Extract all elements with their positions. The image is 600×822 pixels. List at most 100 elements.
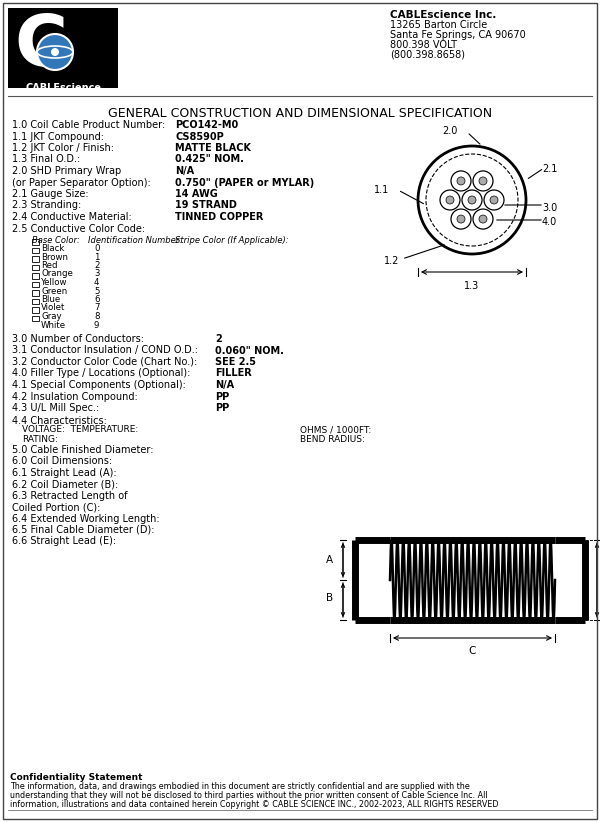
Text: Base Color:: Base Color: [32, 236, 80, 245]
Circle shape [451, 171, 471, 191]
Circle shape [468, 196, 476, 204]
Text: Brown: Brown [41, 252, 68, 261]
Bar [32, 299, 39, 304]
Text: 6.0 Coil Dimensions:: 6.0 Coil Dimensions: [12, 456, 112, 466]
Circle shape [484, 190, 504, 210]
Text: VOLTAGE:  TEMPERATURE:: VOLTAGE: TEMPERATURE: [22, 426, 138, 435]
Text: GENERAL CONSTRUCTION AND DIMENSIONAL SPECIFICATION: GENERAL CONSTRUCTION AND DIMENSIONAL SPE… [108, 107, 492, 120]
Text: PP: PP [215, 403, 229, 413]
Text: 1.3: 1.3 [464, 281, 479, 291]
Text: Confidentiality Statement: Confidentiality Statement [10, 773, 143, 782]
Text: 2: 2 [94, 261, 100, 270]
Text: Blue: Blue [41, 295, 60, 304]
Text: 9: 9 [94, 321, 100, 330]
Text: Santa Fe Springs, CA 90670: Santa Fe Springs, CA 90670 [390, 30, 526, 40]
Text: N/A: N/A [175, 166, 194, 176]
Text: 19 STRAND: 19 STRAND [175, 201, 237, 210]
Bar [32, 316, 39, 321]
Text: Yellow: Yellow [41, 278, 67, 287]
Circle shape [479, 215, 487, 223]
Text: OHMS / 1000FT:: OHMS / 1000FT: [300, 426, 371, 435]
Text: 3.2 Conductor Color Code (Chart No.):: 3.2 Conductor Color Code (Chart No.): [12, 357, 197, 367]
Text: 6.2 Coil Diameter (B):: 6.2 Coil Diameter (B): [12, 479, 118, 489]
Text: 2.0: 2.0 [442, 126, 457, 136]
Text: N/A: N/A [215, 380, 234, 390]
Text: 3: 3 [94, 270, 100, 279]
Text: 5.0 Cable Finished Diameter:: 5.0 Cable Finished Diameter: [12, 445, 154, 455]
Circle shape [473, 209, 493, 229]
Text: PCO142-M0: PCO142-M0 [175, 120, 238, 130]
Text: Identification Number:: Identification Number: [88, 236, 182, 245]
Text: 800.398 VOLT: 800.398 VOLT [390, 40, 457, 50]
Text: Orange: Orange [41, 270, 73, 279]
Text: 2.5 Conductive Color Code:: 2.5 Conductive Color Code: [12, 224, 145, 233]
Bar [32, 274, 39, 279]
Text: 13265 Barton Circle: 13265 Barton Circle [390, 20, 487, 30]
Text: 2.3 Stranding:: 2.3 Stranding: [12, 201, 81, 210]
Text: Stripe Color (If Applicable):: Stripe Color (If Applicable): [175, 236, 289, 245]
Text: 1.2 JKT Color / Finish:: 1.2 JKT Color / Finish: [12, 143, 114, 153]
Text: 4.1 Special Components (Optional):: 4.1 Special Components (Optional): [12, 380, 186, 390]
Text: 0.425" NOM.: 0.425" NOM. [175, 155, 244, 164]
Text: 6.4 Extended Working Length:: 6.4 Extended Working Length: [12, 514, 160, 524]
Circle shape [51, 48, 59, 56]
Text: 6.6 Straight Lead (E):: 6.6 Straight Lead (E): [12, 537, 116, 547]
Bar [32, 256, 39, 262]
Text: (or Paper Separator Option):: (or Paper Separator Option): [12, 178, 151, 187]
Text: Black: Black [41, 244, 64, 253]
Bar [8, 8, 118, 88]
Text: SEE 2.5: SEE 2.5 [215, 357, 256, 367]
Text: MATTE BLACK: MATTE BLACK [175, 143, 251, 153]
Circle shape [457, 215, 465, 223]
Text: PP: PP [215, 391, 229, 401]
Bar [32, 248, 39, 253]
Text: A: A [326, 555, 333, 565]
Circle shape [451, 209, 471, 229]
Text: 2: 2 [215, 334, 222, 344]
Text: 4: 4 [94, 278, 100, 287]
Text: CS8590P: CS8590P [175, 132, 224, 141]
Text: 3.0: 3.0 [542, 203, 557, 213]
Bar [32, 239, 39, 245]
Text: C: C [14, 12, 67, 81]
Circle shape [37, 34, 73, 70]
Text: understanding that they will not be disclosed to third parties without the prior: understanding that they will not be disc… [10, 791, 488, 800]
Text: (800.398.8658): (800.398.8658) [390, 50, 465, 60]
Text: 2.1 Gauge Size:: 2.1 Gauge Size: [12, 189, 89, 199]
Text: Coiled Portion (C):: Coiled Portion (C): [12, 502, 100, 512]
Text: 1.1 JKT Compound:: 1.1 JKT Compound: [12, 132, 104, 141]
Text: White: White [41, 321, 66, 330]
Text: 1: 1 [94, 252, 100, 261]
Text: FILLER: FILLER [215, 368, 252, 378]
Text: 1.0 Coil Cable Product Number:: 1.0 Coil Cable Product Number: [12, 120, 165, 130]
Bar [32, 265, 39, 270]
Text: S: S [62, 16, 108, 78]
Text: 6.1 Straight Lead (A):: 6.1 Straight Lead (A): [12, 468, 116, 478]
Text: 0.750" (PAPER or MYLAR): 0.750" (PAPER or MYLAR) [175, 178, 314, 187]
Text: CABLEscience Inc.: CABLEscience Inc. [390, 10, 496, 20]
Text: 6.5 Final Cable Diameter (D):: 6.5 Final Cable Diameter (D): [12, 525, 155, 535]
Circle shape [446, 196, 454, 204]
Text: Gray: Gray [41, 312, 62, 321]
Bar [32, 282, 39, 288]
Text: 4.0: 4.0 [542, 217, 557, 227]
Text: 2.0 SHD Primary Wrap: 2.0 SHD Primary Wrap [12, 166, 121, 176]
Text: 6.3 Retracted Length of: 6.3 Retracted Length of [12, 491, 128, 501]
Text: Red: Red [41, 261, 58, 270]
Text: 6: 6 [94, 295, 100, 304]
Text: 0: 0 [94, 244, 100, 253]
Text: 4.2 Insulation Compound:: 4.2 Insulation Compound: [12, 391, 138, 401]
Text: TINNED COPPER: TINNED COPPER [175, 212, 263, 222]
Text: 1.1: 1.1 [374, 185, 389, 195]
Text: 8: 8 [94, 312, 100, 321]
Circle shape [440, 190, 460, 210]
Text: The information, data, and drawings embodied in this document are strictly confi: The information, data, and drawings embo… [10, 782, 470, 791]
Text: 4.0 Filler Type / Locations (Optional):: 4.0 Filler Type / Locations (Optional): [12, 368, 190, 378]
Text: C: C [468, 646, 475, 656]
Text: 5: 5 [94, 287, 100, 295]
Text: 14 AWG: 14 AWG [175, 189, 218, 199]
Text: CABLEscience: CABLEscience [25, 83, 101, 93]
Circle shape [457, 177, 465, 185]
Bar [32, 290, 39, 296]
Text: information, illustrations and data contained herein Copyright © CABLE SCIENCE I: information, illustrations and data cont… [10, 800, 499, 809]
